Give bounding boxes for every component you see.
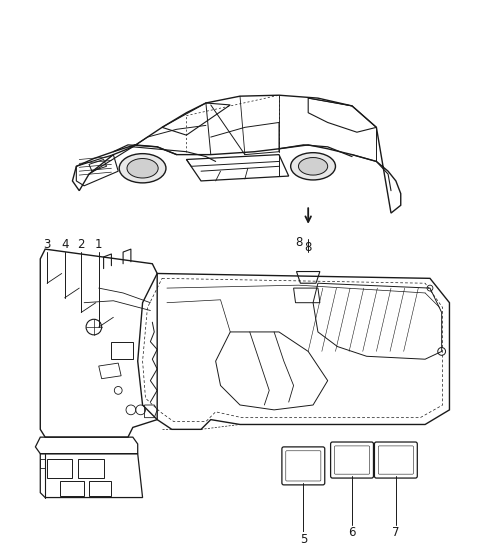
Text: 8: 8	[295, 236, 302, 249]
Text: 2: 2	[77, 238, 85, 251]
Text: 3: 3	[43, 238, 51, 251]
Text: 5: 5	[300, 533, 307, 545]
Text: 8: 8	[304, 241, 312, 253]
Ellipse shape	[119, 154, 166, 183]
Ellipse shape	[127, 159, 158, 178]
Ellipse shape	[291, 153, 336, 180]
Text: 4: 4	[61, 238, 68, 251]
Text: 7: 7	[392, 526, 400, 539]
Text: 1: 1	[95, 238, 103, 251]
Ellipse shape	[299, 158, 328, 175]
Text: 6: 6	[348, 526, 356, 539]
